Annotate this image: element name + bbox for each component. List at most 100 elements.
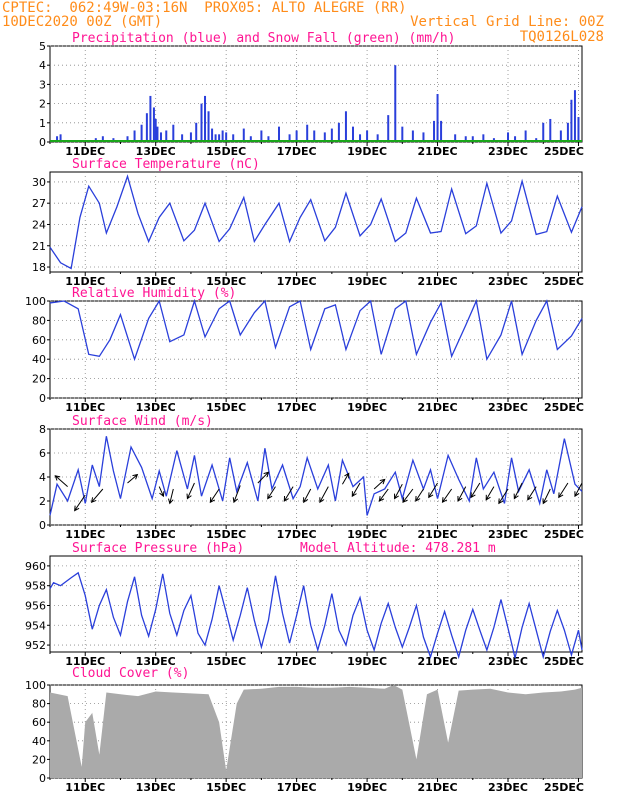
wind-arrow — [415, 488, 424, 502]
wind-arrow — [209, 488, 220, 504]
chart-panel-3: 0 20 40 60 80 100 11DEC 13DEC 15DEC 17DEC 19DEC 21D… — [25, 286, 584, 414]
x-tick-label: 25DEC — [544, 275, 584, 288]
wind-arrow — [158, 486, 165, 498]
precip-bar — [573, 90, 576, 142]
precip-bar — [433, 120, 436, 142]
series-line — [49, 174, 583, 270]
header-grid-note: Vertical Grid Line: 00Z — [410, 14, 604, 30]
precip-bar — [464, 136, 467, 142]
cloud-cover-area — [50, 685, 582, 778]
wind-arrow — [168, 488, 174, 505]
x-tick-label: 21DEC — [418, 528, 458, 541]
precip-bar — [145, 113, 148, 142]
y-tick-label: 5 — [39, 40, 46, 53]
x-tick-label: 11DEC — [65, 528, 105, 541]
wind-arrow — [428, 482, 438, 499]
wind-arrow — [90, 488, 104, 503]
x-tick-label: 17DEC — [277, 275, 317, 288]
plot-frame — [49, 45, 583, 143]
precip-bar — [366, 130, 369, 142]
precip-bar — [566, 122, 569, 142]
chart-panel-6: 0 20 40 60 80 100 11DEC 13DEC 15DEC 17DEC 19DEC 21D… — [25, 666, 584, 794]
plot-frame — [49, 300, 583, 399]
precip-bar — [376, 134, 379, 142]
x-tick-label: 13DEC — [136, 275, 176, 288]
x-tick-label: 11DEC — [65, 655, 105, 668]
y-tick-label: 60 — [32, 334, 46, 347]
precip-bar — [195, 122, 198, 142]
wind-arrow — [457, 486, 467, 502]
precip-bar — [221, 130, 224, 142]
x-tick-label: 19DEC — [347, 401, 387, 414]
x-tick-label: 17DEC — [277, 401, 317, 414]
wind-arrow — [127, 473, 139, 484]
x-tick-label: 23DEC — [488, 145, 528, 158]
precip-bar — [422, 132, 425, 142]
x-tick-label: 17DEC — [277, 145, 317, 158]
x-tick-label: 13DEC — [136, 528, 176, 541]
precip-bar — [249, 136, 252, 142]
precip-bar — [436, 94, 439, 142]
x-tick-label: 13DEC — [136, 781, 176, 794]
y-tick-label: 18 — [32, 261, 46, 274]
precip-bar — [323, 132, 326, 142]
precip-bar — [149, 95, 152, 142]
precip-bar — [337, 122, 340, 142]
precip-bar — [56, 136, 59, 142]
y-tick-label: 80 — [32, 698, 46, 711]
precip-bar — [471, 136, 474, 142]
precip-bar — [140, 124, 143, 142]
precip-bar — [189, 132, 192, 142]
wind-arrow — [186, 482, 195, 500]
precip-bar — [101, 136, 104, 142]
header-date: 10DEC2020 00Z (GMT) — [2, 14, 163, 30]
x-tick-label: 25DEC — [544, 655, 584, 668]
y-tick-label: 2 — [39, 98, 46, 111]
x-tick-label: 15DEC — [206, 655, 246, 668]
wind-arrow — [378, 488, 389, 502]
x-tick-label: 25DEC — [544, 401, 584, 414]
precip-bar — [218, 134, 221, 142]
precip-bar — [156, 126, 159, 142]
chart-title: Surface Pressure (hPa) — [72, 541, 244, 556]
x-tick-label: 21DEC — [418, 781, 458, 794]
x-tick-label: 13DEC — [136, 655, 176, 668]
precip-bar — [59, 134, 62, 142]
chart-panel-5: 952 954 956 958 960 11DEC 13DEC 15DEC 17DEC 19DEC… — [25, 541, 584, 668]
plot-frame — [49, 555, 583, 653]
precip-bar — [295, 130, 298, 142]
precip-bar — [482, 134, 485, 142]
y-tick-label: 30 — [32, 176, 46, 189]
precip-bar — [306, 124, 309, 142]
x-tick-label: 13DEC — [136, 145, 176, 158]
precip-bar — [242, 128, 245, 142]
y-tick-label: 27 — [32, 197, 46, 210]
x-tick-label: 21DEC — [418, 145, 458, 158]
x-tick-label: 21DEC — [418, 275, 458, 288]
precip-bar — [278, 126, 281, 142]
x-tick-label: 15DEC — [206, 781, 246, 794]
x-tick-label: 11DEC — [65, 145, 105, 158]
y-tick-label: 0 — [39, 136, 46, 149]
precip-bar — [172, 124, 175, 142]
precip-bar — [152, 107, 155, 142]
x-tick-label: 23DEC — [488, 655, 528, 668]
y-tick-label: 40 — [32, 735, 46, 748]
precip-bar — [267, 136, 270, 142]
wind-arrow — [257, 471, 270, 484]
y-tick-label: 960 — [25, 560, 46, 573]
precip-bar — [133, 130, 136, 142]
precip-bar — [313, 130, 316, 142]
wind-arrow — [54, 475, 68, 487]
wind-arrow — [351, 482, 361, 498]
chart-title: Cloud Cover (%) — [72, 666, 189, 681]
y-tick-label: 4 — [39, 59, 46, 72]
x-tick-label: 19DEC — [347, 781, 387, 794]
precip-bar — [542, 122, 545, 142]
wind-arrow — [232, 485, 241, 504]
header-line1: CPTEC: 062:49W-03:16N PROX05: ALTO ALEGR… — [2, 0, 407, 16]
wind-arrow — [441, 488, 453, 504]
precip-bar — [454, 134, 457, 142]
y-tick-label: 24 — [32, 218, 46, 231]
y-tick-label: 3 — [39, 78, 46, 91]
